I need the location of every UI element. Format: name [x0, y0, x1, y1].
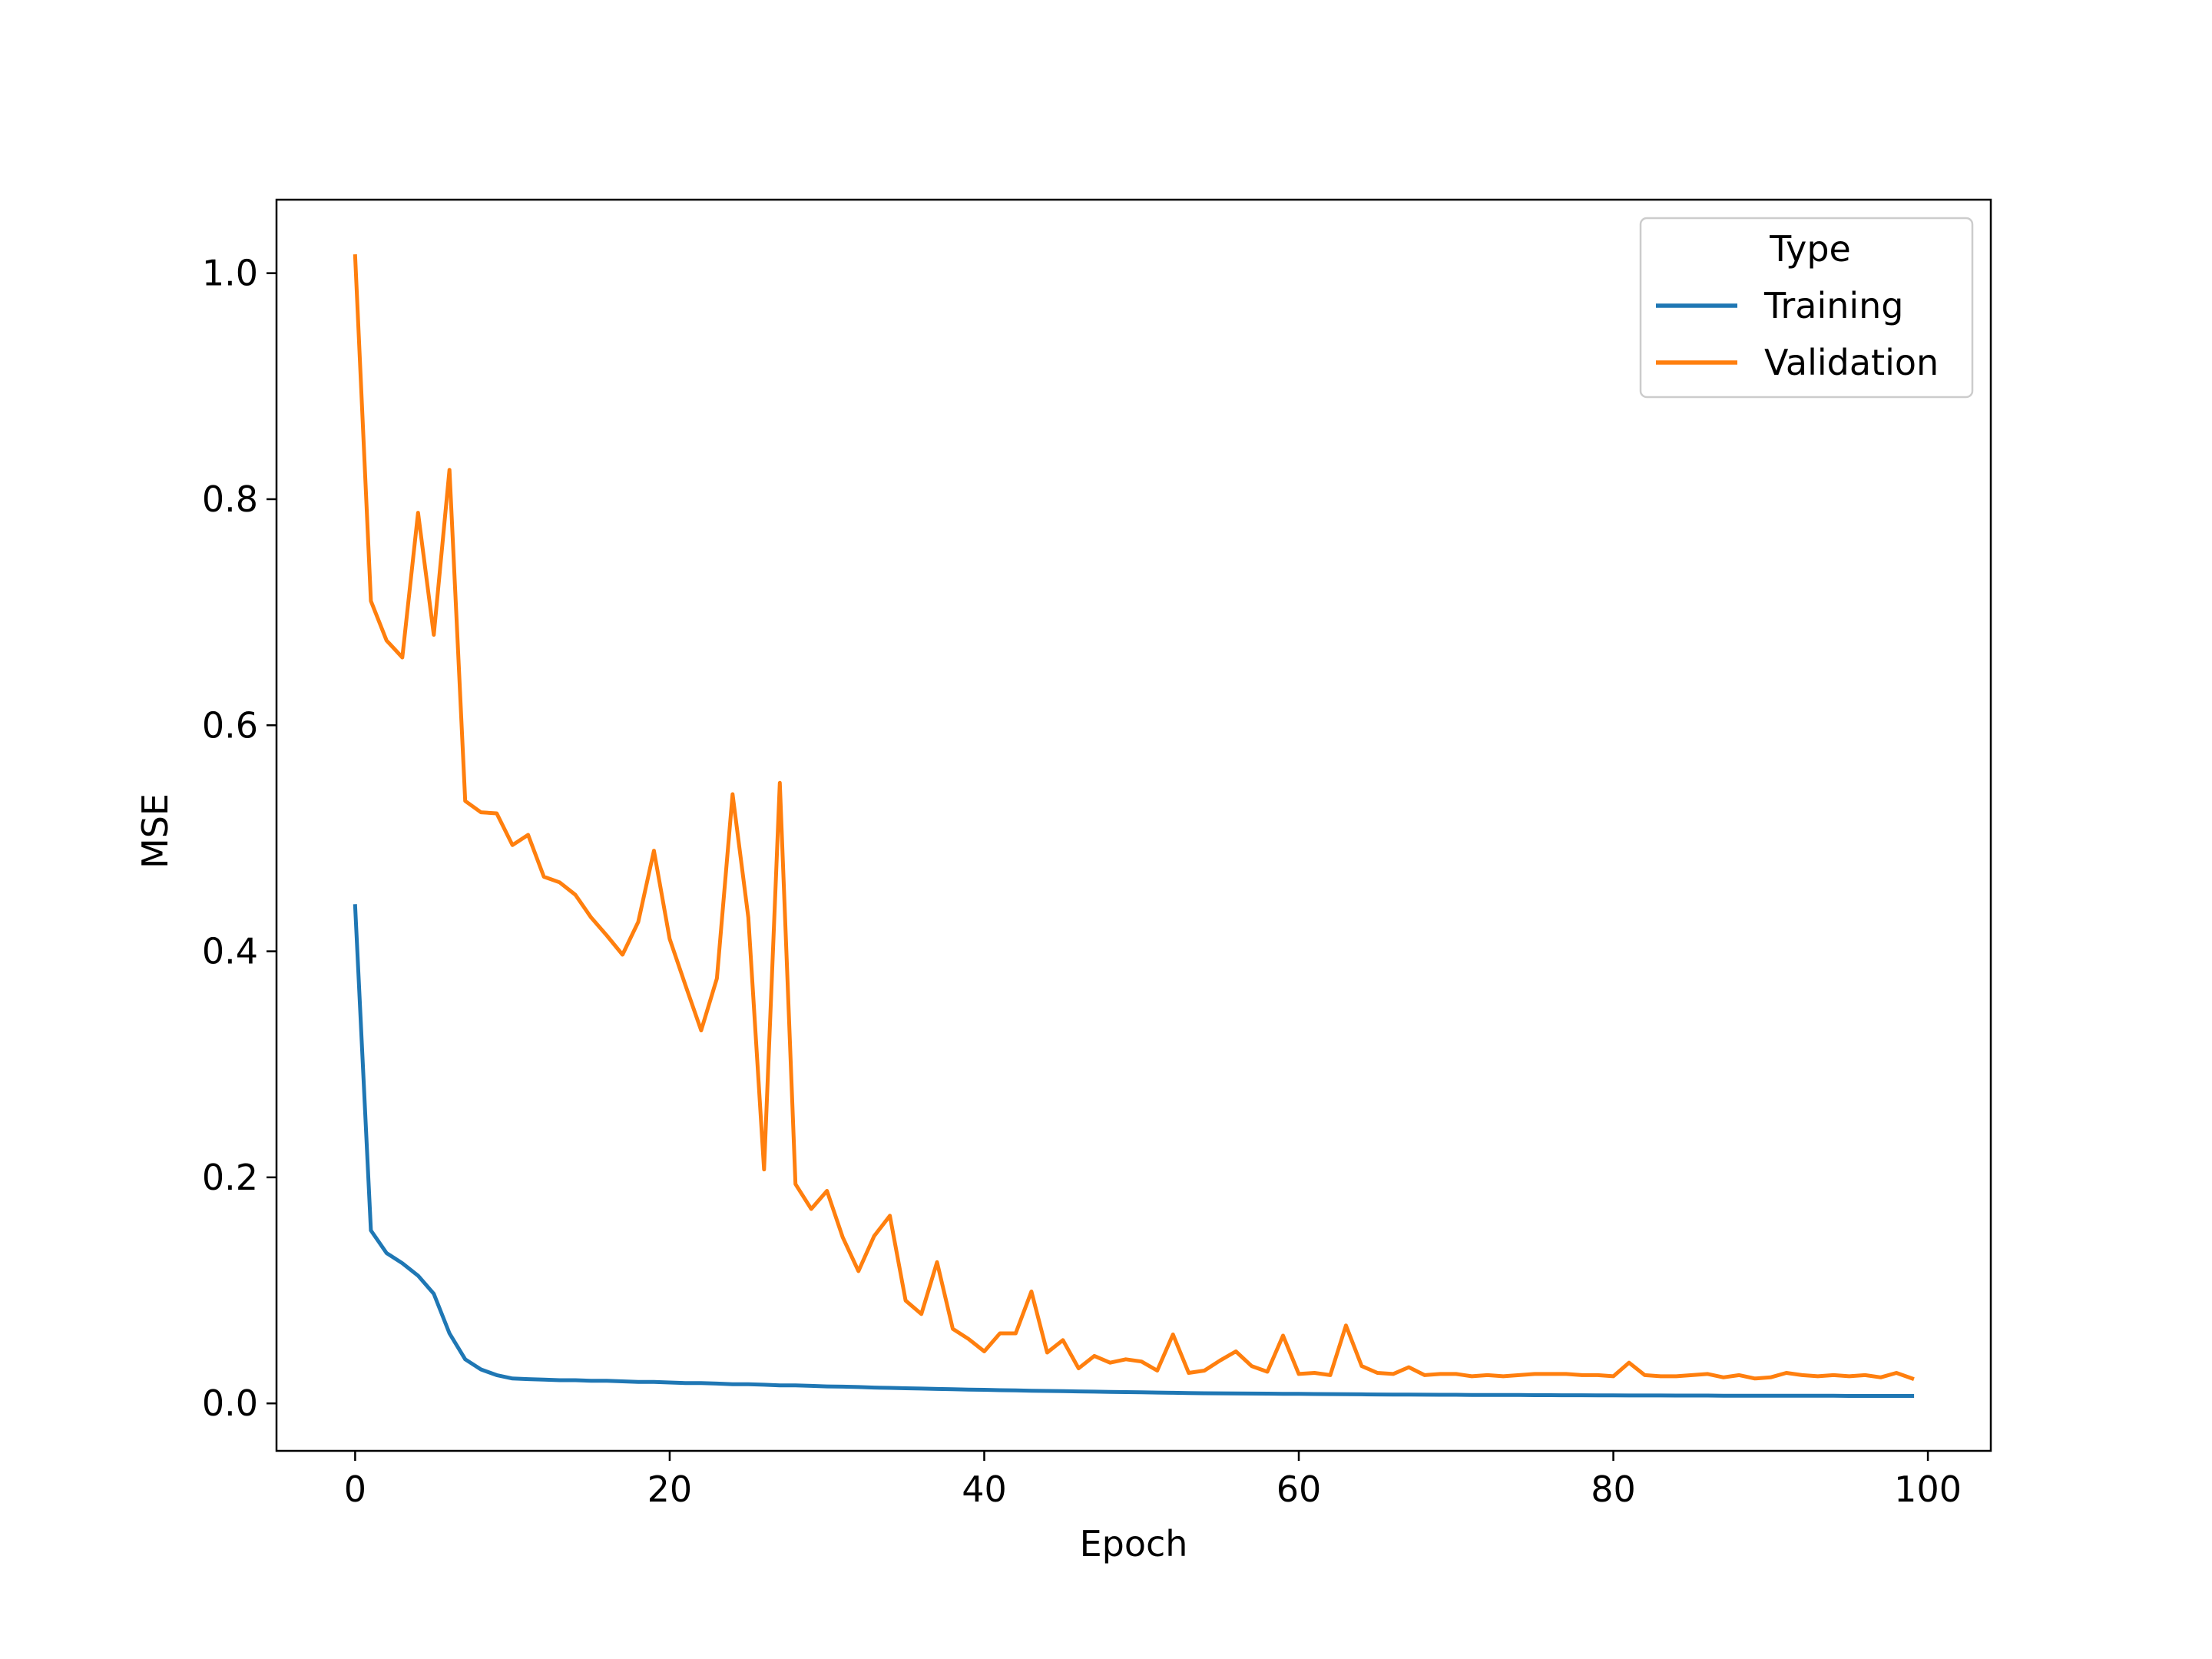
series-line-training: [353, 904, 1915, 1398]
y-tick-label: 0.6: [202, 704, 258, 746]
y-axis: 0.0 0.2 0.4 0.6 0.8 1.0: [202, 253, 276, 1424]
series-line-validation: [353, 253, 1915, 1381]
legend-label-training: Training: [1763, 285, 1904, 326]
y-tick-label: 0.8: [202, 478, 258, 520]
legend: Type Training Validation: [1639, 217, 1974, 399]
x-tick-label: 40: [962, 1469, 1007, 1510]
x-tick-label: 100: [1894, 1469, 1962, 1510]
legend-title: Type: [1769, 228, 1851, 270]
x-tick-label: 60: [1277, 1469, 1322, 1510]
y-tick-label: 0.4: [202, 931, 258, 972]
y-tick-label: 0.2: [202, 1157, 258, 1198]
y-axis-label: MSE: [134, 793, 176, 869]
x-axis: 0 20 40 60 80 100: [344, 1451, 1962, 1510]
x-tick-label: 20: [647, 1469, 693, 1510]
y-tick-label: 0.0: [202, 1382, 258, 1424]
y-tick-label: 1.0: [202, 253, 258, 294]
plot-frame: [275, 198, 1992, 1452]
x-tick-label: 80: [1591, 1469, 1636, 1510]
plot-lines: [353, 253, 1915, 1398]
legend-label-validation: Validation: [1764, 342, 1939, 383]
x-axis-label: Epoch: [1080, 1523, 1188, 1565]
x-tick-label: 0: [344, 1469, 366, 1510]
legend-box: [1639, 217, 1974, 399]
